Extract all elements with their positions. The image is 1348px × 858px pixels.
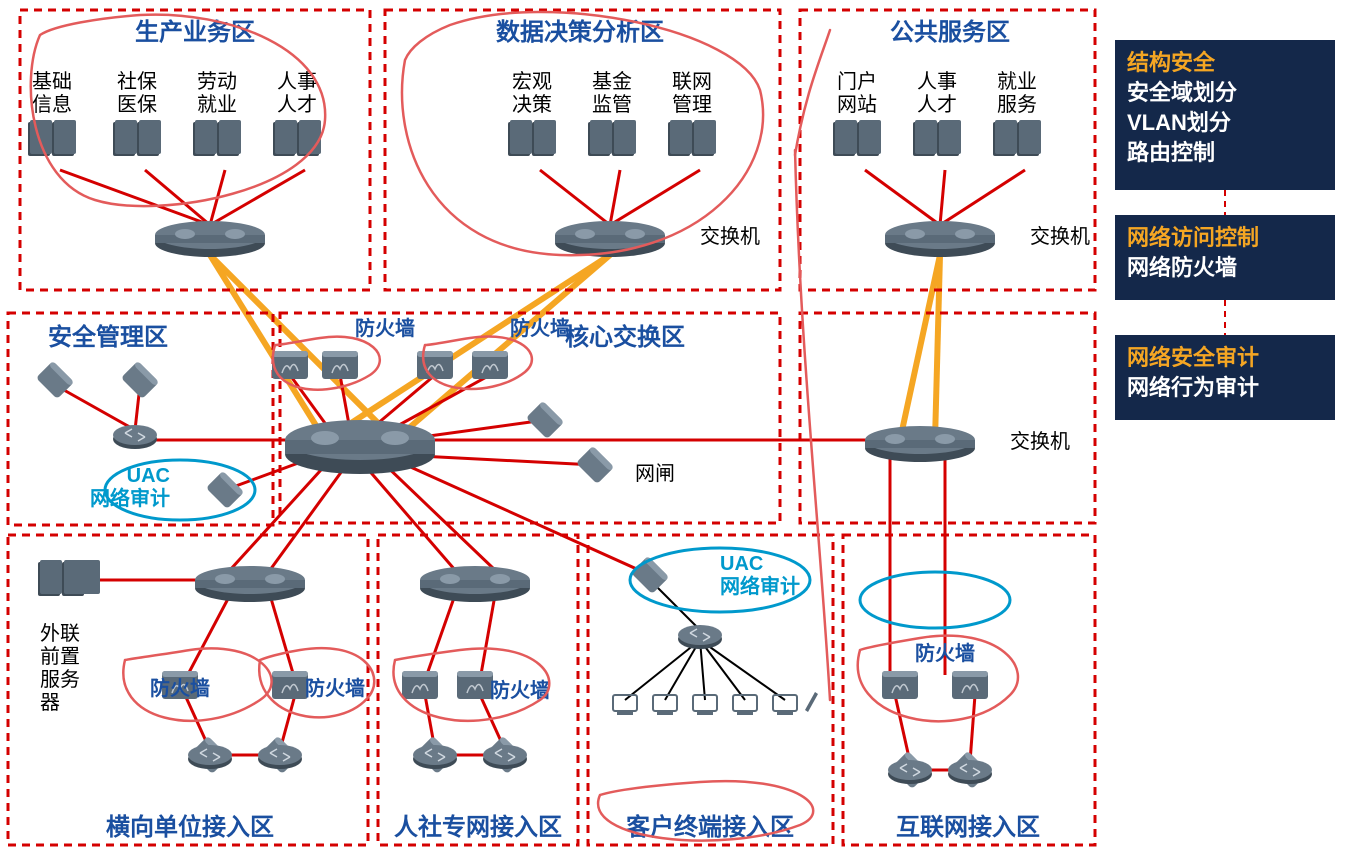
svg-text:公共服务区: 公共服务区 — [890, 18, 1010, 46]
svg-text:基础信息: 基础信息 — [32, 70, 72, 116]
svg-text:交换机: 交换机 — [1030, 225, 1090, 248]
svg-text:联网管理: 联网管理 — [672, 70, 712, 116]
svg-text:交换机: 交换机 — [1010, 430, 1070, 453]
zone-ext — [800, 313, 1095, 523]
svg-text:门户网站: 门户网站 — [837, 70, 877, 116]
svg-text:基金监管: 基金监管 — [592, 70, 632, 116]
svg-text:防火墙: 防火墙 — [150, 676, 210, 700]
legend-item: 网络行为审计 — [1127, 375, 1259, 400]
svg-text:网闸: 网闸 — [635, 462, 675, 485]
svg-text:UAC网络审计: UAC网络审计 — [90, 465, 170, 510]
svg-text:横向单位接入区: 横向单位接入区 — [106, 813, 274, 841]
svg-text:社保医保: 社保医保 — [117, 70, 157, 116]
legend-item: 网络防火墙 — [1127, 255, 1237, 280]
hand-oval — [860, 572, 1010, 628]
svg-text:就业服务: 就业服务 — [997, 70, 1037, 116]
legend-title: 结构安全 — [1127, 50, 1216, 75]
svg-text:防火墙: 防火墙 — [510, 316, 570, 340]
svg-text:宏观决策: 宏观决策 — [512, 70, 552, 116]
diagram-canvas: 生产业务区基础信息社保医保劳动就业人事人才数据决策分析区宏观决策基金监管联网管理… — [0, 0, 1348, 858]
svg-text:劳动就业: 劳动就业 — [197, 70, 237, 116]
legends-layer: 结构安全安全域划分 VLAN划分路由控制网络访问控制网络防火墙网络安全审计网络行为… — [1115, 40, 1335, 420]
legend-title: 网络访问控制 — [1127, 225, 1259, 250]
svg-text:防火墙: 防火墙 — [915, 641, 975, 665]
legend-item: 路由控制 — [1127, 140, 1215, 165]
svg-text:外联前置服务器: 外联前置服务器 — [40, 622, 80, 714]
svg-text:防火墙: 防火墙 — [355, 316, 415, 340]
legend-title: 网络安全审计 — [1127, 345, 1259, 370]
svg-text:人社专网接入区: 人社专网接入区 — [394, 813, 562, 841]
svg-text:互联网接入区: 互联网接入区 — [896, 814, 1040, 841]
svg-text:生产业务区: 生产业务区 — [135, 18, 255, 46]
svg-text:人事人才: 人事人才 — [917, 70, 957, 116]
svg-text:核心交换区: 核心交换区 — [565, 323, 685, 351]
svg-text:人事人才: 人事人才 — [277, 70, 317, 116]
legend-item: 安全域划分 — [1127, 80, 1237, 105]
svg-text:防火墙: 防火墙 — [305, 676, 365, 700]
legend-item: VLAN划分 — [1127, 110, 1231, 135]
svg-text:安全管理区: 安全管理区 — [48, 323, 168, 351]
svg-text:交换机: 交换机 — [700, 225, 760, 248]
